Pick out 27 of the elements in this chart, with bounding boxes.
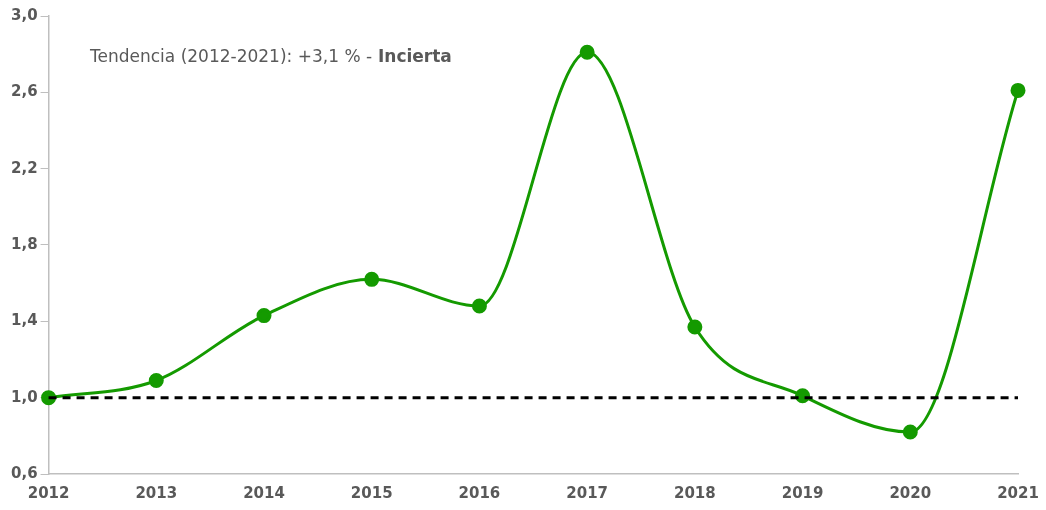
point — [687, 319, 703, 335]
point — [471, 298, 487, 314]
y-tick-label: 1,4 — [10, 311, 38, 330]
x-tick-label: 2016 — [458, 483, 501, 502]
y-tick-label: 1,0 — [10, 387, 38, 406]
x-tick-label: 2017 — [566, 483, 609, 502]
x-tick-label: 2013 — [135, 483, 178, 502]
x-tick-label: 2021 — [997, 483, 1039, 502]
y-tick-label: 3,0 — [10, 5, 38, 24]
x-tick-label: 2014 — [243, 483, 285, 502]
x-tick-label: 2020 — [889, 483, 932, 502]
x-tick-label: 2018 — [673, 483, 716, 502]
annotation: Incierta — [377, 46, 452, 66]
point — [902, 424, 918, 440]
x-tick-label: 2019 — [781, 483, 824, 502]
y-tick-label: 2,2 — [10, 158, 38, 177]
y-tick-label: 2,6 — [10, 82, 38, 101]
x-tick-label: 2015 — [350, 483, 393, 502]
point — [256, 308, 272, 324]
point — [1010, 82, 1026, 98]
point — [579, 44, 595, 60]
annotation: Tendencia (2012-2021): +3,1 % - — [90, 46, 373, 66]
y-tick-label: 0,6 — [10, 463, 38, 482]
point — [364, 271, 380, 287]
y-tick-label: 1,8 — [10, 234, 38, 253]
x-tick-label: 2012 — [27, 483, 70, 502]
point — [148, 372, 164, 388]
